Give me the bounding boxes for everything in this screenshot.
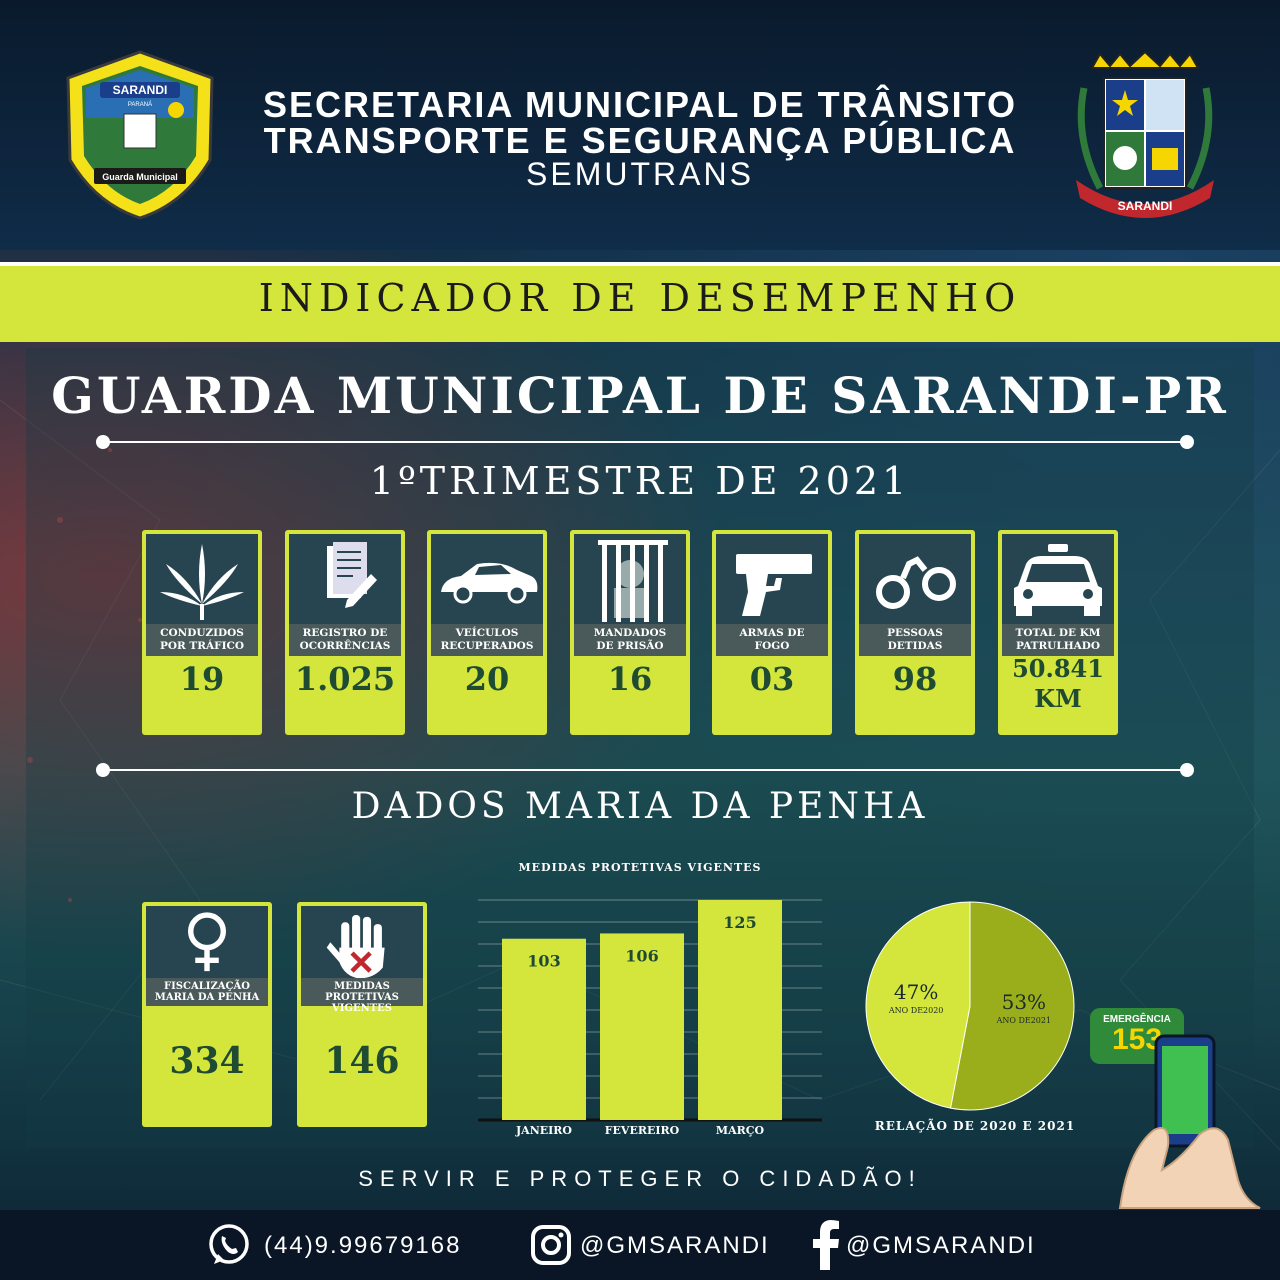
maria-card: MEDIDAS PROTETIVAS VIGENTES 146 [297,902,427,1127]
pie-chart: 47% ANO DE2020 53% ANO DE2021 [865,901,1075,1111]
bar-data-label: 125 [723,913,756,932]
divider-top [96,435,1194,449]
header: SARANDI PARANÁ Guarda Municipal SECRETAR… [0,0,1280,250]
pie-slice-47pct [865,901,971,1109]
bar-chart: 103 JANEIRO 106 FEVEREIRO 125 MARÇO [478,899,822,1137]
bar-category-label: JANEIRO [515,1124,572,1137]
guarda-municipal-badge-icon: SARANDI PARANÁ Guarda Municipal [66,50,214,220]
pie-legend-label: ANO DE2021 [996,1016,1052,1025]
footer-phone[interactable]: (44)9.99679168 [264,1232,462,1259]
stop-hand-icon [326,915,385,979]
footer-instagram[interactable]: @GMSARANDI [580,1232,770,1259]
pie-value-label: 47% [894,980,938,1004]
period-title: 1ºTRIMESTRE DE 2021 [369,459,911,503]
indicator-value: 16 [607,660,653,698]
indicator-value: 19 [179,660,225,698]
indicator-card: MANDADOS DE PRISÃO 16 [570,530,690,735]
cannabis-leaf-icon [160,544,244,620]
bar-data-label: 106 [625,946,658,965]
divider-middle [96,763,1194,777]
footer [0,1210,1280,1280]
badge-bottom-text: Guarda Municipal [102,172,178,182]
pie-chart-caption: RELAÇÃO DE 2020 E 2021 [874,1119,1076,1133]
whatsapp-icon[interactable] [206,1222,252,1268]
indicator-label: ARMAS DE FOGO [716,624,828,656]
badge-top-text: SARANDI [113,83,168,97]
indicator-label: PESSOAS DETIDAS [859,624,971,656]
indicator-value: 1.025 [294,660,396,698]
emergency-label: EMERGÊNCIA [1103,1014,1171,1025]
maria-card-label: FISCALIZAÇÃO MARIA DA PENHA [146,978,268,1006]
indicator-card: VEÍCULOS RECUPERADOS 20 [427,530,547,735]
indicator-card: REGISTRO DE OCORRÊNCIAS 1.025 [285,530,405,735]
bar-janeiro [502,938,586,1120]
indicator-card: ARMAS DE FOGO 03 [712,530,832,735]
maria-card-value: 146 [324,1040,400,1082]
footer-facebook[interactable]: @GMSARANDI [846,1232,1036,1259]
facebook-icon[interactable] [812,1220,840,1270]
header-line-3: SEMUTRANS [526,156,754,192]
maria-card-label: MEDIDAS PROTETIVAS VIGENTES [301,978,423,1014]
maria-card: FISCALIZAÇÃO MARIA DA PENHA 334 [142,902,272,1127]
header-line-1: SECRETARIA MUNICIPAL DE TRÂNSITO [262,84,1018,125]
indicator-card: CONDUZIDOS POR TRÁFICO 19 [142,530,262,735]
indicator-value: 98 [892,660,938,698]
car-icon [441,562,538,604]
indicator-label: REGISTRO DE OCORRÊNCIAS [289,624,401,656]
sarandi-coat-of-arms-icon: SARANDI [1076,50,1214,218]
card-icon-area [716,534,828,624]
prison-bars-icon [598,540,668,622]
emergency-number: 153 [1111,1023,1163,1056]
indicator-card: PESSOAS DETIDAS 98 [855,530,975,735]
instagram-icon[interactable] [530,1224,572,1266]
bar-fevereiro [600,933,684,1120]
indicator-value: 03 [749,660,795,698]
bar-category-label: MARÇO [716,1124,765,1137]
band-title: INDICADOR DE DESEMPENHO [258,276,1022,320]
indicator-card: TOTAL DE KM PATRULHADO 50.841 KM [998,530,1118,735]
maria-card-value: 334 [169,1040,245,1082]
crest-banner-text: SARANDI [1118,199,1173,213]
badge-sub-text: PARANÁ [128,101,152,108]
indicator-value: 50.841 KM [1012,654,1104,713]
indicator-label: VEÍCULOS RECUPERADOS [431,624,543,656]
indicator-value: 20 [464,660,510,698]
pie-legend-label: ANO DE2020 [888,1006,944,1015]
pie-slice-53pct [949,901,1075,1111]
indicator-label: MANDADOS DE PRISÃO [574,624,686,656]
header-line-2: TRANSPORTE E SEGURANÇA PÚBLICA [263,120,1017,161]
indicator-label: TOTAL DE KM PATRULHADO [1002,624,1114,656]
maria-da-penha-title: DADOS MARIA DA PENHA [351,786,929,827]
hand-phone-icon [1118,1034,1261,1209]
document-icon [327,542,377,608]
bar-category-label: FEVEREIRO [605,1124,680,1137]
female-symbol-icon [188,912,226,972]
yellow-band [0,262,1280,342]
slogan: SERVIR E PROTEGER O CIDADÃO! [358,1166,922,1191]
handcuffs-icon [876,556,956,609]
main-title: GUARDA MUNICIPAL DE SARANDI-PR [51,366,1229,425]
indicator-label: CONDUZIDOS POR TRÁFICO [146,624,258,656]
police-car-icon [1014,544,1102,616]
bar-data-label: 103 [527,952,560,971]
bar-março [698,900,782,1120]
pistol-icon [736,554,812,616]
bar-chart-title: MEDIDAS PROTETIVAS VIGENTES [518,861,762,874]
pie-value-label: 53% [1002,990,1046,1014]
